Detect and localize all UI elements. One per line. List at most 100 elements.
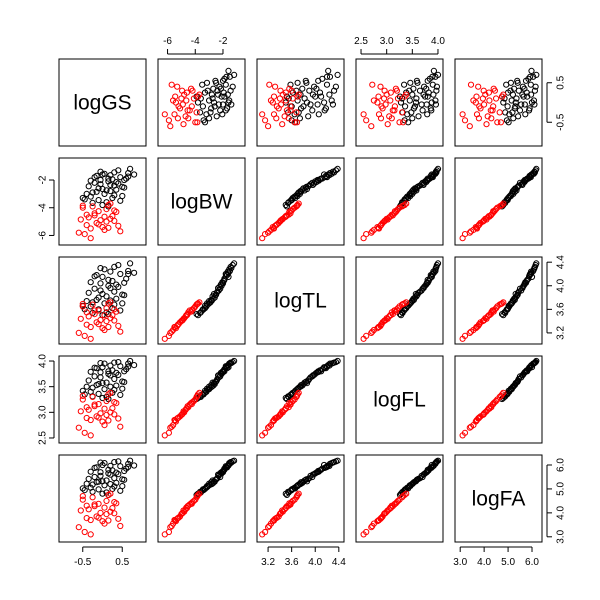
data-point-series-0 [285, 488, 292, 495]
data-point-series-0 [409, 115, 416, 122]
data-point-series-0 [516, 107, 524, 114]
data-point-series-1 [103, 497, 110, 504]
tick-label: -6 [38, 231, 49, 240]
data-point-series-0 [528, 172, 535, 179]
data-point-series-1 [480, 317, 487, 324]
data-point-series-0 [97, 280, 104, 287]
data-point-series-1 [279, 121, 286, 128]
data-point-series-1 [363, 117, 370, 124]
data-point-series-0 [91, 174, 98, 181]
panel-logTL-vs-logTL: logTL [256, 256, 345, 345]
data-point-series-1 [403, 91, 410, 98]
data-point-series-1 [168, 328, 175, 335]
data-point-series-0 [197, 309, 204, 316]
data-point-series-1 [283, 403, 290, 410]
data-point-series-0 [210, 478, 218, 485]
data-point-series-1 [287, 208, 294, 215]
data-point-series-0 [428, 107, 435, 114]
data-point-series-0 [416, 87, 424, 94]
data-point-series-0 [117, 270, 124, 278]
data-point-series-0 [105, 276, 112, 283]
data-point-series-1 [115, 415, 122, 422]
data-point-series-1 [172, 323, 179, 331]
data-point-series-0 [111, 483, 118, 490]
data-point-series-0 [223, 463, 230, 470]
data-point-series-0 [113, 295, 120, 302]
bottom-axis-logFA: 3.0 4.0 5.0 6.0 [453, 546, 539, 568]
data-point-series-0 [131, 171, 138, 178]
data-point-series-1 [91, 212, 98, 219]
data-point-series-1 [381, 87, 388, 94]
data-point-series-1 [87, 432, 94, 439]
data-point-series-1 [472, 99, 479, 106]
data-point-series-0 [499, 311, 506, 318]
data-point-series-0 [294, 192, 301, 200]
data-point-series-0 [410, 296, 417, 303]
data-point-series-0 [81, 487, 88, 494]
data-point-series-0 [514, 292, 521, 299]
data-point-series-1 [477, 105, 484, 112]
data-point-series-0 [111, 263, 118, 270]
data-point-series-1 [281, 113, 288, 120]
data-point-series-0 [224, 268, 231, 275]
panel-logBW-vs-logFL [355, 157, 444, 246]
data-point-series-1 [188, 307, 195, 314]
data-point-series-0 [89, 199, 96, 206]
data-point-series-1 [105, 323, 112, 331]
data-point-series-0 [224, 91, 231, 98]
data-point-series-0 [432, 101, 439, 108]
data-point-series-1 [85, 406, 92, 413]
data-point-series-0 [303, 380, 311, 387]
data-point-series-1 [101, 504, 108, 511]
data-point-series-1 [266, 228, 273, 235]
data-point-series-1 [117, 228, 124, 235]
data-point-series-0 [528, 268, 535, 275]
data-point-series-1 [83, 414, 90, 422]
data-point-series-0 [222, 107, 229, 114]
data-point-series-0 [314, 101, 321, 108]
data-point-series-1 [79, 303, 86, 310]
tick-label: 5.0 [556, 482, 567, 496]
panel-frame [355, 157, 444, 246]
panel-logTL-vs-logGS [58, 256, 147, 345]
data-point-series-0 [131, 462, 138, 469]
data-point-series-0 [87, 368, 94, 375]
data-point-series-1 [497, 300, 504, 308]
data-point-series-1 [269, 99, 276, 106]
data-point-series-0 [105, 175, 112, 182]
data-point-series-0 [326, 462, 333, 469]
data-point-series-1 [259, 235, 266, 242]
data-point-series-0 [413, 184, 420, 191]
data-point-series-0 [522, 111, 529, 118]
data-point-series-1 [400, 119, 407, 126]
data-point-series-1 [179, 87, 186, 94]
data-point-series-1 [184, 503, 191, 510]
data-point-series-1 [377, 83, 384, 90]
tick-label: 4.0 [308, 557, 322, 568]
data-point-series-1 [97, 509, 104, 517]
data-point-series-1 [475, 115, 482, 122]
data-point-series-1 [180, 121, 187, 128]
data-point-series-1 [111, 317, 118, 324]
diagonal-label: logTL [274, 290, 327, 313]
data-point-series-1 [184, 311, 191, 318]
data-point-series-0 [97, 472, 104, 479]
right-axis-logTL: 3.2 3.6 4.0 4.4 [546, 255, 567, 340]
data-point-series-0 [225, 67, 232, 75]
data-point-series-0 [97, 459, 104, 466]
data-point-series-1 [472, 224, 479, 231]
data-point-series-0 [434, 71, 442, 79]
data-point-series-1 [403, 299, 410, 306]
data-point-series-1 [486, 213, 493, 220]
data-point-series-0 [298, 188, 305, 195]
data-point-series-0 [111, 386, 118, 393]
data-point-series-1 [172, 99, 179, 106]
data-point-series-0 [97, 469, 104, 476]
left-axis-logBW: -6 -4 -2 [38, 175, 55, 240]
data-point-series-0 [111, 192, 118, 199]
data-point-series-1 [172, 417, 179, 424]
data-point-series-1 [103, 397, 110, 405]
data-point-series-0 [119, 483, 126, 490]
data-point-series-0 [103, 379, 110, 386]
data-point-series-0 [309, 107, 316, 114]
